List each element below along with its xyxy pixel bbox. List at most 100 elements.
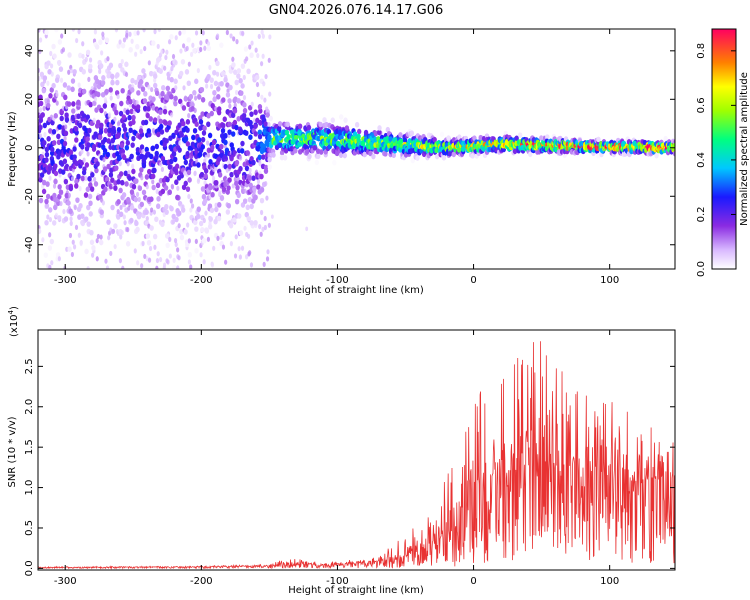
heatmap-cell (38, 29, 41, 33)
heatmap-cell (189, 51, 194, 57)
heatmap-cell (248, 167, 252, 173)
heatmap-cell (100, 50, 104, 56)
heatmap-cell (51, 82, 56, 89)
heatmap-cell (82, 157, 86, 163)
x-tick-label: 100 (600, 576, 619, 587)
heatmap-cell (116, 199, 121, 205)
heatmap-cell (101, 74, 106, 81)
heatmap-cell (190, 102, 195, 108)
heatmap-cell (159, 161, 163, 167)
heatmap-cell (305, 148, 310, 155)
heatmap-cell (263, 168, 269, 174)
heatmap-cell (114, 109, 119, 116)
heatmap-cell (77, 122, 83, 129)
heatmap-cell (122, 37, 127, 43)
heatmap-cell (211, 139, 217, 146)
heatmap-cell (57, 256, 61, 262)
heatmap-cell (226, 202, 232, 209)
heatmap-cell (133, 30, 138, 37)
heatmap-cell (261, 154, 266, 160)
heatmap-cell (213, 80, 219, 87)
heatmap-cell (150, 207, 154, 213)
heatmap-cell (71, 29, 75, 32)
heatmap-cell (76, 99, 81, 106)
heatmap-cell (439, 131, 445, 138)
heatmap-cell (279, 154, 285, 161)
heatmap-cell (206, 121, 211, 128)
heatmap-cell (174, 241, 178, 248)
heatmap-cell (107, 112, 112, 118)
heatmap-cell (44, 203, 50, 209)
heatmap-cell (163, 185, 169, 191)
heatmap-cell (84, 175, 88, 181)
heatmap-cell (234, 159, 240, 166)
heatmap-cell (143, 45, 147, 52)
heatmap-cell (155, 203, 161, 210)
heatmap-cell (75, 37, 79, 44)
heatmap-cell (197, 94, 202, 100)
heatmap-cell (40, 112, 45, 118)
heatmap-cell (41, 237, 45, 243)
heatmap-cell (277, 142, 283, 148)
heatmap-cell (152, 167, 157, 174)
heatmap-cell (136, 30, 140, 36)
heatmap-cell (231, 62, 236, 68)
heatmap-cell (447, 150, 453, 157)
heatmap-cell (93, 29, 97, 35)
heatmap-cell (233, 253, 238, 259)
heatmap-cell (95, 161, 100, 167)
heatmap-cell (102, 156, 106, 163)
heatmap-cell (110, 177, 115, 184)
heatmap-cell (219, 42, 224, 48)
heatmap-cell (136, 90, 141, 96)
heatmap-cell (209, 77, 214, 83)
heatmap-cell (191, 134, 196, 141)
heatmap-cell (259, 173, 264, 180)
heatmap-cell (199, 252, 203, 258)
heatmap-cell (253, 123, 258, 130)
heatmap-cell (261, 33, 265, 39)
heatmap-cell (248, 134, 253, 140)
heatmap-cell (391, 152, 396, 159)
y-tick-label: -20 (24, 188, 35, 204)
heatmap-cell (154, 216, 159, 223)
heatmap-cell (97, 134, 103, 141)
heatmap-cell (154, 90, 160, 97)
heatmap-cell (129, 204, 135, 211)
heatmap-cell (164, 203, 169, 210)
heatmap-cell (116, 133, 121, 139)
heatmap-cell (202, 259, 206, 265)
heatmap-cell (48, 93, 53, 99)
heatmap-cell (214, 206, 219, 213)
heatmap-cell (415, 155, 420, 161)
heatmap-cell (219, 195, 225, 201)
heatmap-cell (368, 150, 373, 157)
heatmap-cell (266, 249, 270, 255)
heatmap-cell (173, 237, 178, 244)
heatmap-cell (139, 48, 143, 55)
heatmap-cell (103, 186, 108, 193)
heatmap-cell (62, 158, 68, 165)
heatmap-cell (189, 264, 193, 269)
heatmap-cell (43, 252, 48, 258)
x-tick-label: -100 (326, 275, 349, 286)
colorbar-tick-label: 0.2 (696, 207, 707, 223)
heatmap-cell (130, 38, 134, 44)
heatmap-cell (78, 186, 82, 192)
heatmap-cell (253, 109, 258, 116)
heatmap-cell (221, 232, 225, 238)
heatmap-cell (176, 185, 180, 191)
heatmap-cell (153, 73, 158, 79)
heatmap-cell (194, 95, 198, 101)
heatmap-cell (63, 130, 69, 137)
heatmap-cell (104, 258, 108, 264)
heatmap-cell (102, 136, 108, 143)
heatmap-cell (89, 120, 94, 127)
snr-x-label: Height of straight line (km) (288, 585, 424, 596)
heatmap-cell (96, 119, 101, 126)
heatmap-cell (210, 191, 215, 198)
heatmap-cell (203, 45, 207, 51)
heatmap-cell (200, 186, 206, 192)
heatmap-cell (76, 173, 81, 180)
heatmap-cell (39, 133, 43, 139)
